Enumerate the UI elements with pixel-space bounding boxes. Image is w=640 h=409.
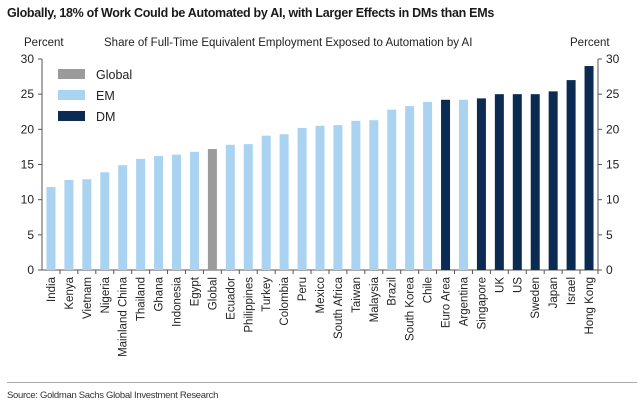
source-note: Source: Goldman Sachs Global Investment … xyxy=(7,390,219,401)
x-tick-label: Kenya xyxy=(64,276,76,309)
y-tick-label-left: 30 xyxy=(21,52,35,66)
legend-swatch-dm xyxy=(58,111,85,121)
x-tick-label: Hong Kong xyxy=(584,277,596,335)
legend-label-em: EM xyxy=(96,89,115,103)
bar-uk xyxy=(494,94,504,271)
x-tick-label: Ecuador xyxy=(225,277,237,320)
bar-japan xyxy=(548,91,558,270)
x-tick-label: Philippines xyxy=(243,277,255,333)
x-tick-label: US xyxy=(512,277,524,293)
y-tick-label-left: 0 xyxy=(27,263,34,277)
bar-ecuador xyxy=(225,144,235,270)
y-tick-label-right: 25 xyxy=(606,87,620,101)
bar-hong-kong xyxy=(584,66,594,271)
x-tick-label: Israel xyxy=(566,277,578,305)
x-tick-label: Taiwan xyxy=(351,277,363,313)
chart-subtitle: Share of Full-Time Equivalent Employment… xyxy=(104,37,473,49)
x-tick-label: Nigeria xyxy=(100,276,112,313)
x-tick-label: Chile xyxy=(423,277,435,303)
x-tick-label: Mexico xyxy=(315,277,327,313)
y-tick-label-left: 25 xyxy=(21,87,35,101)
x-tick-label: Ghana xyxy=(154,276,166,311)
y-axis-left-label: Percent xyxy=(24,37,64,49)
y-tick-label-left: 10 xyxy=(21,193,35,207)
bar-israel xyxy=(566,80,576,270)
bar-mexico xyxy=(315,125,325,270)
x-tick-label: Vietnam xyxy=(82,277,94,319)
legend-swatch-em xyxy=(58,90,85,100)
bar-euro-area xyxy=(441,99,451,270)
bar-taiwan xyxy=(351,120,361,270)
x-tick-label: Thailand xyxy=(136,277,148,321)
bar-kenya xyxy=(64,179,74,270)
y-axis-right-label: Percent xyxy=(570,37,610,49)
bar-vietnam xyxy=(82,179,92,270)
y-tick-label-right: 15 xyxy=(606,158,620,172)
legend-label-global: Global xyxy=(96,68,132,82)
y-tick-label-left: 5 xyxy=(27,228,34,242)
bar-malaysia xyxy=(369,120,379,270)
bar-india xyxy=(46,187,56,270)
x-tick-label: Japan xyxy=(548,277,560,308)
bar-us xyxy=(512,94,522,271)
bar-singapore xyxy=(476,98,486,271)
x-tick-label: India xyxy=(46,276,58,302)
y-tick-label-left: 20 xyxy=(21,122,35,136)
x-tick-label: Peru xyxy=(297,277,309,301)
bar-brazil xyxy=(387,109,397,270)
legend-swatch-global xyxy=(58,69,85,79)
bar-argentina xyxy=(458,99,468,270)
y-tick-label-right: 10 xyxy=(606,193,620,207)
x-tick-label: Colombia xyxy=(279,276,291,325)
bar-peru xyxy=(297,127,307,270)
chart-title: Globally, 18% of Work Could be Automated… xyxy=(7,6,494,20)
x-tick-label: South Africa xyxy=(333,276,345,339)
bar-philippines xyxy=(243,144,253,270)
x-tick-label: Sweden xyxy=(530,277,542,319)
bar-mainland-china xyxy=(118,165,128,270)
x-tick-label: Egypt xyxy=(189,276,201,306)
bar-thailand xyxy=(136,158,146,270)
x-tick-label: UK xyxy=(494,277,506,293)
bar-colombia xyxy=(279,134,289,270)
x-tick-label: Global xyxy=(207,277,219,310)
x-tick-label: Singapore xyxy=(476,277,488,329)
bar-turkey xyxy=(261,135,271,270)
x-tick-label: Malaysia xyxy=(369,276,381,322)
x-tick-label: Indonesia xyxy=(172,276,184,326)
bar-nigeria xyxy=(100,172,110,270)
y-tick-label-right: 20 xyxy=(606,122,620,136)
source-divider xyxy=(7,382,637,383)
x-tick-label: Euro Area xyxy=(441,276,453,328)
bar-south-africa xyxy=(333,125,343,270)
y-tick-label-right: 30 xyxy=(606,52,620,66)
x-tick-label: Brazil xyxy=(387,277,399,306)
x-tick-label: South Korea xyxy=(405,276,417,341)
legend-label-dm: DM xyxy=(96,110,115,124)
bar-global xyxy=(207,149,217,270)
y-tick-label-right: 0 xyxy=(606,263,613,277)
bar-chart: 0 0 5 5 10 10 15 15 20 20 25 25 30 30 India Kenya Vietna… xyxy=(21,52,620,357)
bar-indonesia xyxy=(172,154,182,270)
bar-sweden xyxy=(530,94,540,271)
x-tick-label: Argentina xyxy=(458,276,470,326)
bar-chile xyxy=(423,101,433,270)
bar-egypt xyxy=(189,151,199,270)
y-tick-label-right: 5 xyxy=(606,228,613,242)
bar-ghana xyxy=(154,156,164,270)
y-tick-label-left: 15 xyxy=(21,158,35,172)
x-tick-label: Mainland China xyxy=(118,276,130,357)
x-tick-label: Turkey xyxy=(261,277,273,312)
bar-south-korea xyxy=(405,106,415,270)
